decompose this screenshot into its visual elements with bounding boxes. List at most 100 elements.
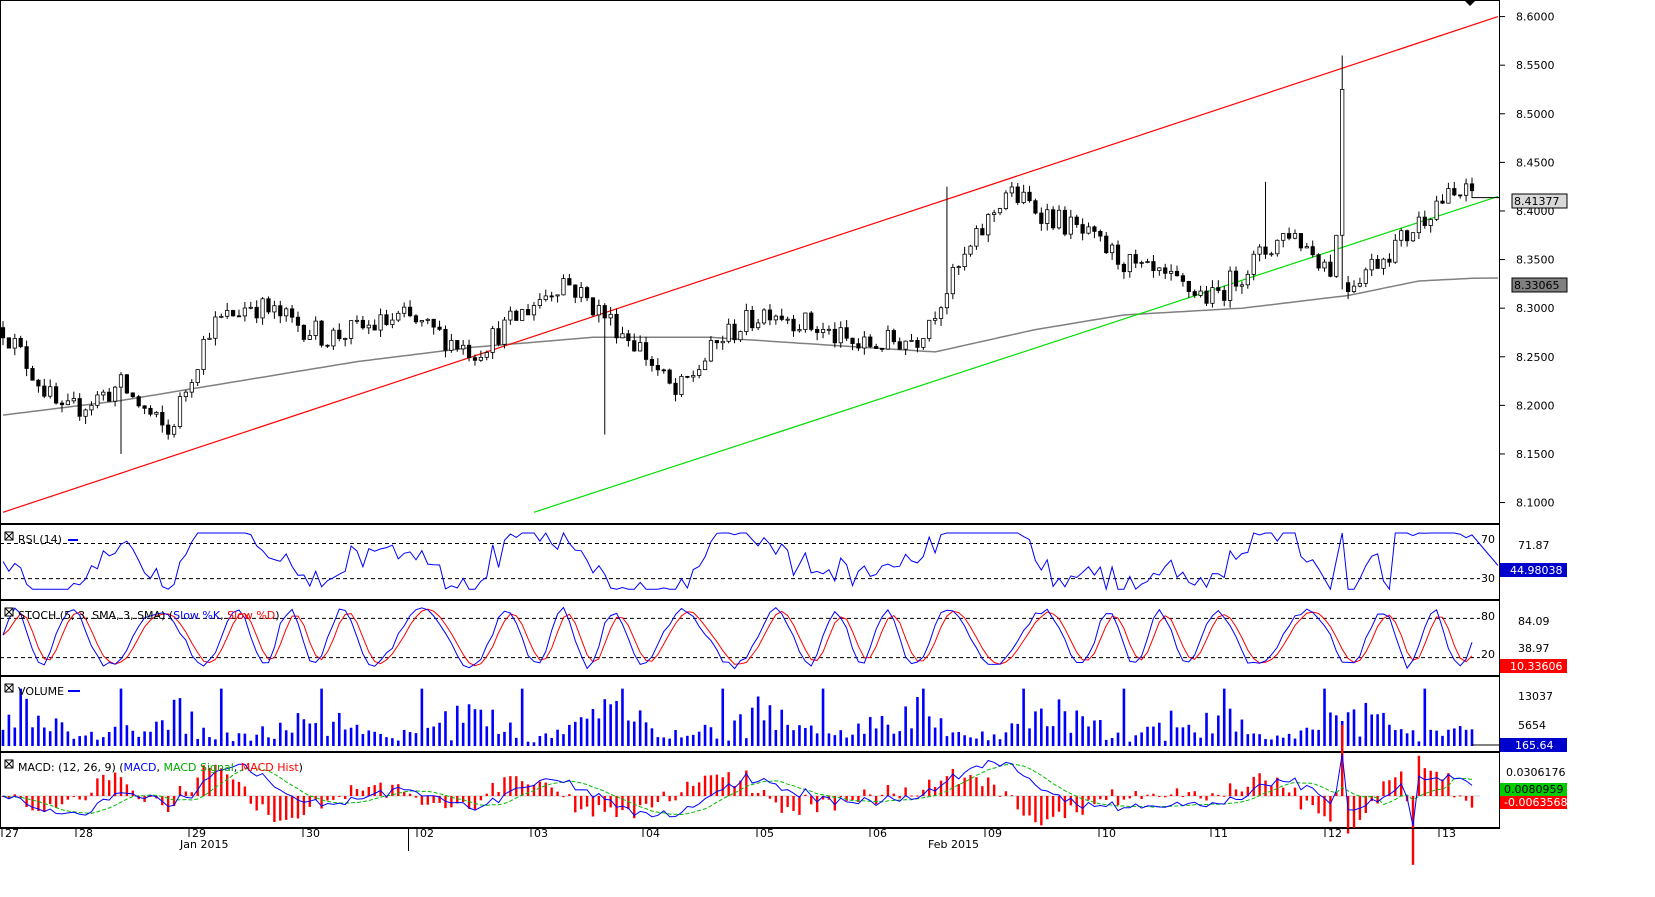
- price-badge: 8.41377: [1511, 193, 1568, 209]
- candle-body: [938, 307, 944, 319]
- macd-hist-bar: [1199, 796, 1202, 799]
- rsi-panel: RSI (14) 70 30 71.87 44.98038: [0, 524, 1567, 600]
- macd-hist-bar: [904, 787, 907, 796]
- macd-hist-bar: [692, 785, 695, 796]
- macd-hist-bar: [102, 774, 105, 796]
- macd-hist-bar: [48, 796, 52, 804]
- macd-hist-bar: [733, 785, 736, 796]
- x-tick-label: 02: [420, 827, 434, 840]
- stoch-paren-open: (: [165, 609, 173, 622]
- x-tick-label: 06: [873, 827, 887, 840]
- volume-bar: [420, 688, 424, 746]
- candle-body: [909, 339, 914, 342]
- macd-hist-bar: [515, 776, 518, 796]
- macd-hist-bar: [119, 777, 123, 796]
- volume-bar: [302, 719, 306, 746]
- volume-bar: [1152, 726, 1155, 746]
- candle-body: [561, 278, 566, 296]
- candle-body: [1251, 253, 1256, 275]
- candle-body: [289, 308, 295, 318]
- volume-bar: [178, 698, 182, 746]
- macd-panel-frame: [0, 752, 1500, 828]
- volume-bar: [131, 730, 135, 746]
- volume-bar: [868, 717, 872, 746]
- macd-hist-bar: [1134, 791, 1137, 796]
- volume-bar: [48, 731, 52, 746]
- macd-hist-bar: [874, 796, 878, 805]
- price-tick-label: 8.1000: [1516, 497, 1555, 510]
- macd-hist-bar: [426, 796, 429, 805]
- volume-bar: [1258, 734, 1261, 746]
- macd-hist-bar: [1063, 796, 1067, 819]
- volume-bar: [1128, 741, 1132, 746]
- macd-hist-bar: [220, 768, 223, 796]
- volume-bar: [845, 737, 848, 746]
- macd-hist-bar: [1293, 787, 1297, 796]
- volume-bar: [60, 722, 64, 746]
- candle-body: [254, 306, 259, 319]
- candle-body: [525, 309, 531, 316]
- macd-hist-bar: [863, 789, 866, 796]
- volume-bar: [656, 737, 660, 746]
- candle-body: [1287, 233, 1292, 239]
- volume-bar: [668, 738, 671, 746]
- x-tick-label: 09: [988, 827, 1002, 840]
- macd-hist-bar: [1423, 768, 1427, 796]
- volume-bar: [957, 731, 961, 746]
- stoch-title: STOCH (5, 3, SMA, 3, SMA): [18, 609, 165, 622]
- candle-body: [1204, 290, 1209, 304]
- macd-hist-bar: [1010, 795, 1014, 797]
- macd-hist-bar: [1305, 796, 1309, 801]
- macd-legend-signal: MACD Signal: [164, 761, 234, 774]
- macd-hist-bar: [66, 796, 70, 800]
- macd-hist-bar: [1411, 796, 1415, 865]
- candle-body: [714, 340, 719, 344]
- candle-body: [685, 375, 690, 378]
- macd-hist-bar: [526, 784, 530, 796]
- macd-hist-bar: [550, 787, 553, 796]
- volume-bar: [349, 727, 353, 746]
- macd-hist-bar: [1464, 796, 1468, 801]
- x-tick-label: 27: [5, 827, 19, 840]
- volume-bar: [1087, 726, 1090, 746]
- candle-body: [567, 278, 572, 286]
- candle-body: [986, 214, 991, 236]
- volume-bar: [361, 734, 365, 746]
- candle-body: [502, 319, 507, 345]
- macd-hist-bar: [497, 791, 500, 796]
- candle-body: [1399, 230, 1404, 241]
- candle-body: [1021, 191, 1026, 203]
- candle-body: [496, 328, 501, 345]
- volume-bar: [1016, 723, 1020, 746]
- candle-body: [1115, 244, 1121, 265]
- price-tick-label: 8.4500: [1516, 156, 1555, 169]
- macd-hist-bar: [267, 796, 270, 815]
- candle-body: [573, 284, 578, 298]
- volume-bar: [137, 736, 140, 746]
- candle-body: [1434, 200, 1439, 220]
- macd-layer: [0, 725, 1480, 865]
- candle-body: [1033, 200, 1038, 214]
- candle-body: [166, 424, 171, 435]
- volume-bar: [650, 728, 654, 746]
- candle-body: [1062, 209, 1068, 235]
- macd-hist-bar: [54, 796, 58, 808]
- candle-body: [319, 320, 324, 346]
- candle-body: [171, 426, 177, 435]
- stoch-legend-k: Slow %K: [173, 609, 221, 622]
- volume-bar: [1388, 724, 1391, 746]
- volume-bar: [1399, 729, 1403, 746]
- volume-bar: [1382, 712, 1385, 746]
- candle-body: [809, 312, 814, 330]
- macd-hist-bar: [485, 793, 488, 796]
- volume-bar: [1394, 730, 1397, 746]
- candle-body: [118, 374, 124, 388]
- candle-body: [1458, 194, 1463, 197]
- volume-bar: [1264, 739, 1267, 746]
- scroll-marker-icon[interactable]: [1464, 0, 1476, 6]
- candle-body: [720, 340, 725, 344]
- stoch-line-layer: [0, 606, 1480, 670]
- volume-bar: [190, 711, 194, 746]
- macd-hist-bar: [1364, 796, 1368, 814]
- candle-body: [1375, 258, 1380, 269]
